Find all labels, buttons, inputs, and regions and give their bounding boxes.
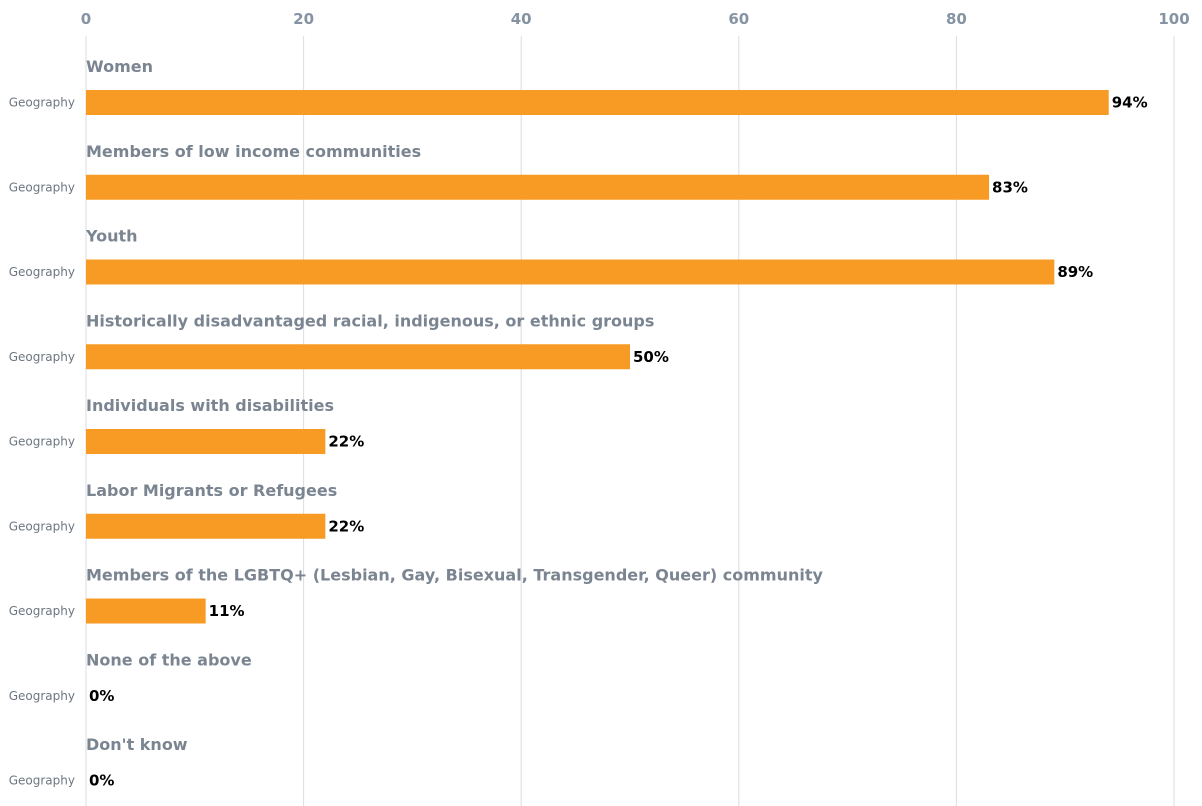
bar-value-label: 11% (209, 602, 245, 620)
bar (86, 513, 326, 539)
series-label: Geography (9, 435, 75, 449)
series-label: Geography (9, 774, 75, 788)
bar-row: Labor Migrants or Refugees Geography 22% (9, 481, 364, 539)
x-tick-label: 0 (81, 10, 91, 28)
x-tick-label: 40 (511, 10, 532, 28)
series-label: Geography (9, 265, 75, 279)
bar-rows: Women Geography 94% Members of low income c… (9, 57, 1148, 790)
bar-value-label: 22% (328, 517, 364, 535)
bar-row: Don't know Geography 0% (9, 735, 188, 790)
category-label: Members of the LGBTQ+ (Lesbian, Gay, Bis… (86, 566, 824, 585)
bar-row: Youth Geography 89% (9, 227, 1093, 285)
series-label: Geography (9, 689, 75, 703)
series-label: Geography (9, 519, 75, 533)
bar-row: Historically disadvantaged racial, indig… (9, 311, 669, 370)
bar (86, 174, 990, 200)
bar-value-label: 94% (1112, 94, 1148, 112)
bar-value-label: 22% (328, 433, 364, 451)
bar (86, 429, 326, 454)
bar (86, 344, 630, 370)
bar-row: Members of low income communities Geograp… (9, 142, 1028, 200)
x-axis-ticks: 0 20 40 60 80 100 (81, 10, 1190, 28)
x-tick-label: 100 (1158, 10, 1189, 28)
category-label: Don't know (86, 735, 188, 754)
category-label: Individuals with disabilities (86, 396, 334, 415)
bar-row: Women Geography 94% (9, 57, 1148, 115)
category-label: None of the above (86, 650, 252, 669)
category-label: Youth (85, 227, 138, 246)
category-label: Historically disadvantaged racial, indig… (86, 311, 654, 330)
bar-row: Individuals with disabilities Geography 22… (9, 396, 364, 454)
bar-value-label: 83% (992, 178, 1028, 196)
bar (86, 90, 1109, 115)
x-tick-label: 80 (946, 10, 967, 28)
bar-row: None of the above Geography 0% (9, 650, 252, 705)
category-label: Members of low income communities (86, 142, 421, 161)
bar-value-label: 0% (89, 687, 114, 705)
bar-value-label: 0% (89, 772, 114, 790)
bar-value-label: 89% (1057, 263, 1093, 281)
bar (86, 598, 206, 624)
series-label: Geography (9, 180, 75, 194)
grid (85, 36, 1175, 806)
series-label: Geography (9, 96, 75, 110)
category-label: Labor Migrants or Refugees (86, 481, 337, 500)
bar-row: Members of the LGBTQ+ (Lesbian, Gay, Bis… (9, 566, 824, 624)
category-label: Women (86, 57, 153, 76)
bar-value-label: 50% (633, 348, 669, 366)
x-tick-label: 60 (728, 10, 749, 28)
series-label: Geography (9, 350, 75, 364)
series-label: Geography (9, 604, 75, 618)
bar (86, 259, 1055, 285)
x-tick-label: 20 (293, 10, 314, 28)
